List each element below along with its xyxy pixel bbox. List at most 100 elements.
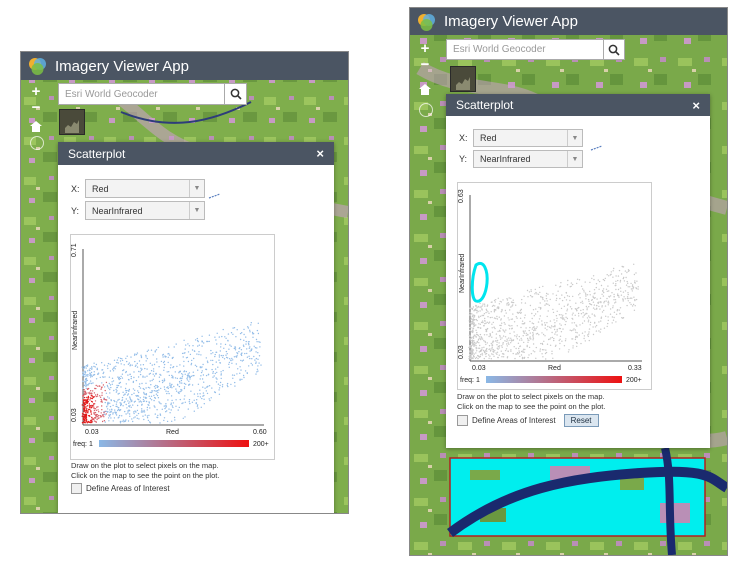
scatter-point (485, 348, 487, 351)
scatter-point (619, 312, 621, 315)
scatter-point (553, 339, 555, 342)
y-axis-select[interactable]: NearInfrared ▼ (473, 150, 583, 168)
scatter-point (257, 365, 259, 367)
scatter-point (83, 389, 85, 391)
scatter-point (469, 326, 471, 329)
scatter-point (589, 303, 592, 305)
scatterplot-chart[interactable]: 0.63 0.03 NearInfrared 0.03 0.33 Red fre… (457, 182, 652, 390)
scatter-point (470, 345, 472, 348)
scatter-point (240, 369, 242, 371)
scatter-point (187, 351, 190, 353)
scatter-point (539, 308, 542, 310)
scatter-point (561, 294, 563, 296)
scatter-point (250, 362, 252, 365)
scatter-point (491, 301, 493, 303)
scatter-point (181, 402, 183, 405)
scatter-point (184, 373, 186, 375)
aoi-checkbox[interactable] (457, 415, 468, 426)
scatter-point (91, 420, 94, 422)
selection-polygon[interactable] (470, 262, 489, 303)
scatter-point (495, 337, 497, 339)
scatter-point (107, 386, 109, 388)
scatter-point (85, 415, 88, 417)
scatter-point (556, 320, 558, 322)
scatter-point (619, 281, 621, 283)
aoi-checkbox[interactable] (71, 483, 82, 494)
scatter-point (482, 314, 485, 317)
scatter-point (215, 351, 218, 353)
scatter-point (471, 356, 473, 359)
scatter-point (112, 404, 114, 407)
scatter-point (492, 321, 494, 324)
zoom-out-button[interactable]: − (420, 56, 430, 73)
scatter-point (535, 357, 537, 359)
scatter-point (129, 401, 131, 403)
x-axis-select[interactable]: Red ▼ (473, 129, 583, 147)
scatter-point (149, 380, 151, 382)
scatter-point (89, 406, 91, 409)
search-button[interactable] (604, 39, 625, 60)
scatter-point (481, 348, 483, 351)
search-button[interactable] (225, 83, 247, 105)
scatter-point (619, 279, 622, 282)
locate-button[interactable] (30, 136, 44, 150)
scatter-point (534, 293, 536, 295)
scatter-point (538, 286, 541, 289)
scatterplot-svg[interactable]: 0.71 0.03 NearInfrared 0.03 0.60 Red fre… (71, 235, 274, 459)
scatter-point (509, 339, 511, 341)
scatter-point (544, 322, 546, 324)
home-button[interactable] (417, 81, 433, 97)
scatter-point (181, 382, 183, 384)
y-axis-select[interactable]: NearInfrared ▼ (85, 201, 205, 220)
zoom-in-button[interactable]: + (31, 83, 41, 100)
x-axis-select[interactable]: Red ▼ (85, 179, 205, 198)
swap-axes-icon[interactable] (208, 192, 222, 200)
swap-axes-icon[interactable] (590, 144, 604, 152)
scatter-point (572, 312, 574, 314)
close-button[interactable]: × (316, 146, 324, 161)
scatter-point (234, 346, 236, 348)
scatter-point (122, 419, 125, 421)
scatter-point (626, 304, 628, 307)
scatter-point (519, 310, 522, 312)
scatter-point (475, 346, 477, 349)
scatter-point (506, 304, 508, 306)
scatter-point (82, 402, 85, 404)
scatter-point (170, 409, 172, 411)
scatter-point (575, 341, 578, 344)
scatter-point (182, 356, 184, 358)
home-button[interactable] (28, 118, 44, 134)
search-input[interactable]: Esri World Geocoder (58, 83, 225, 105)
scatter-point (146, 375, 148, 377)
scatter-point (532, 337, 535, 339)
scatter-point (85, 387, 87, 389)
reset-button[interactable]: Reset (563, 414, 599, 427)
scatterplot-svg[interactable]: 0.63 0.03 NearInfrared 0.03 0.33 Red fre… (458, 183, 651, 389)
scatter-point (83, 409, 86, 411)
scatter-point (491, 323, 493, 325)
scatter-point (501, 308, 503, 311)
scatter-point (518, 347, 520, 350)
scatterplot-tool-button[interactable] (450, 66, 476, 92)
scatter-point (516, 317, 518, 319)
search-input[interactable]: Esri World Geocoder (446, 39, 604, 60)
scatterplot-chart[interactable]: 0.71 0.03 NearInfrared 0.03 0.60 Red fre… (70, 234, 275, 460)
zoom-out-button[interactable]: − (31, 99, 41, 116)
scatter-point (569, 299, 571, 302)
scatter-point (475, 348, 477, 350)
scatter-point (523, 317, 526, 319)
scatter-point (475, 342, 477, 344)
scatter-point (214, 372, 216, 375)
scatterplot-tool-button[interactable] (59, 109, 85, 135)
scatter-point (562, 328, 564, 330)
scatter-point (592, 301, 595, 303)
close-button[interactable]: × (692, 97, 700, 113)
scatter-point (127, 412, 129, 414)
scatter-point (634, 305, 636, 307)
scatter-point (90, 413, 93, 415)
scatter-point (171, 387, 173, 389)
scatter-point (476, 312, 478, 314)
locate-button[interactable] (419, 103, 433, 117)
zoom-in-button[interactable]: + (420, 40, 430, 57)
scatter-point (553, 319, 555, 321)
